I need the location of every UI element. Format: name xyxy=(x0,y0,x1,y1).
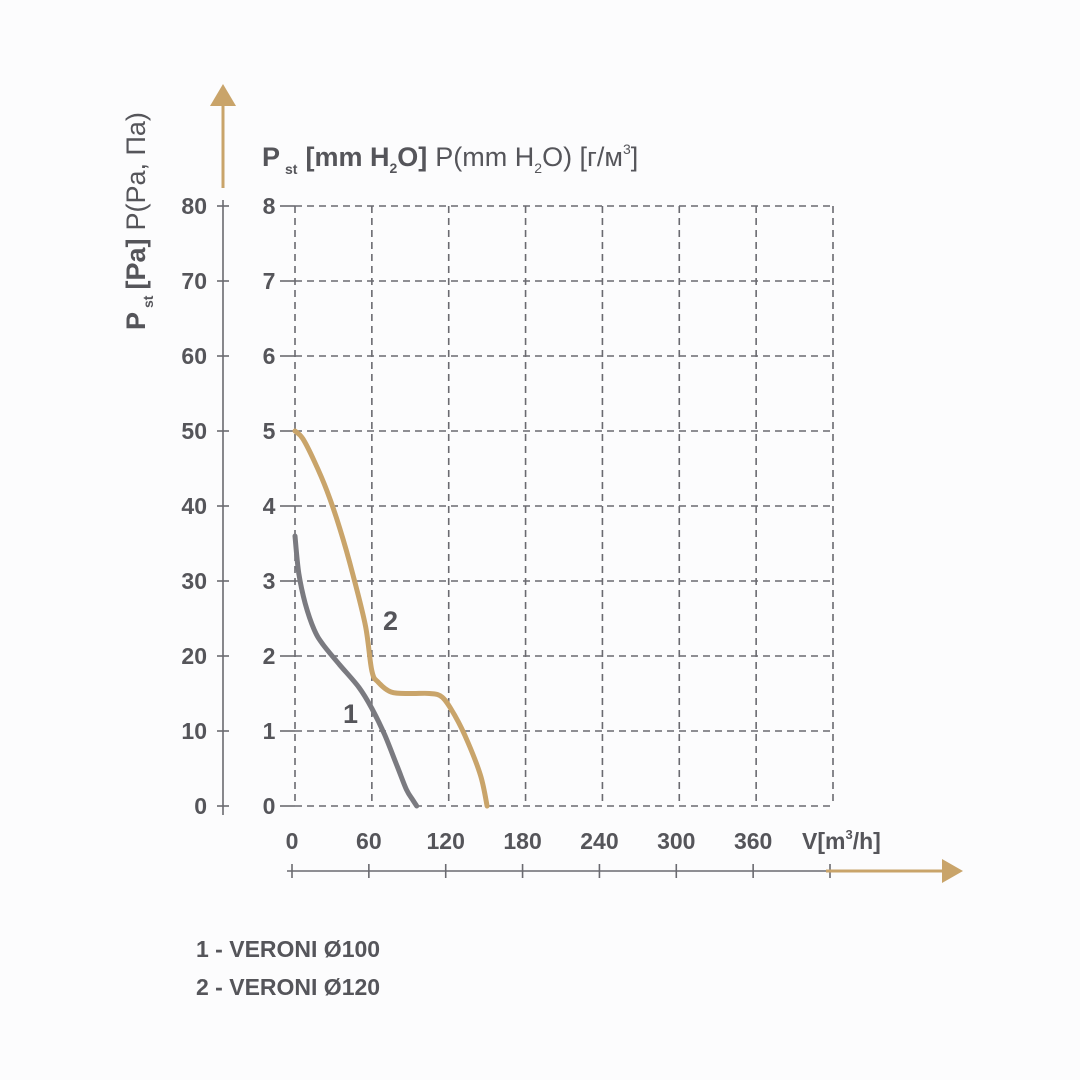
y-tick-label-pa: 80 xyxy=(181,193,207,219)
x-tick-label: 360 xyxy=(734,828,772,854)
y-tick-label-mm: 3 xyxy=(263,568,276,594)
series-label-1: 1 xyxy=(343,699,358,729)
y-tick-label-pa: 10 xyxy=(181,718,207,744)
series-group: 12 xyxy=(292,428,490,809)
x-tick-label: 60 xyxy=(356,828,382,854)
legend: 1 - VERONI Ø100 2 - VERONI Ø120 xyxy=(196,930,380,1006)
legend-item-1: 1 - VERONI Ø100 xyxy=(196,936,381,962)
y-tick-label-mm: 1 xyxy=(263,718,276,744)
y-tick-label-mm: 4 xyxy=(263,493,276,519)
axes xyxy=(210,84,963,883)
x-tick-label: 180 xyxy=(503,828,541,854)
x-tick-label: 240 xyxy=(580,828,618,854)
y-tick-label-mm: 8 xyxy=(263,193,276,219)
y-axis-title-left: Pst[Pa]P(Pa, Па) xyxy=(121,112,156,330)
series-line-1 xyxy=(292,533,420,809)
y-tick-label-pa: 30 xyxy=(181,568,207,594)
y-arrow-head-icon xyxy=(210,84,236,106)
y-tick-label-pa: 70 xyxy=(181,268,207,294)
y-tick-label-pa: 60 xyxy=(181,343,207,369)
x-tick-label: 300 xyxy=(657,828,695,854)
y-tick-label-mm: 6 xyxy=(263,343,276,369)
x-axis-title: V[m3/h] xyxy=(802,827,881,854)
y-tick-label-pa: 40 xyxy=(181,493,207,519)
series-line-2 xyxy=(292,428,490,809)
y-tick-label-mm: 5 xyxy=(263,418,276,444)
legend-item-2: 2 - VERONI Ø120 xyxy=(196,974,381,1000)
y-tick-label-pa: 0 xyxy=(194,793,207,819)
x-arrow-head-icon xyxy=(942,859,963,883)
x-tick-label: 0 xyxy=(286,828,299,854)
grid xyxy=(294,205,834,807)
y-tick-label-pa: 50 xyxy=(181,418,207,444)
x-tick-label: 120 xyxy=(427,828,465,854)
y-tick-label-pa: 20 xyxy=(181,643,207,669)
y-tick-label-mm: 0 xyxy=(263,793,276,819)
y-tick-label-mm: 7 xyxy=(263,268,276,294)
y-tick-label-mm: 2 xyxy=(263,643,276,669)
series-label-2: 2 xyxy=(383,606,398,636)
